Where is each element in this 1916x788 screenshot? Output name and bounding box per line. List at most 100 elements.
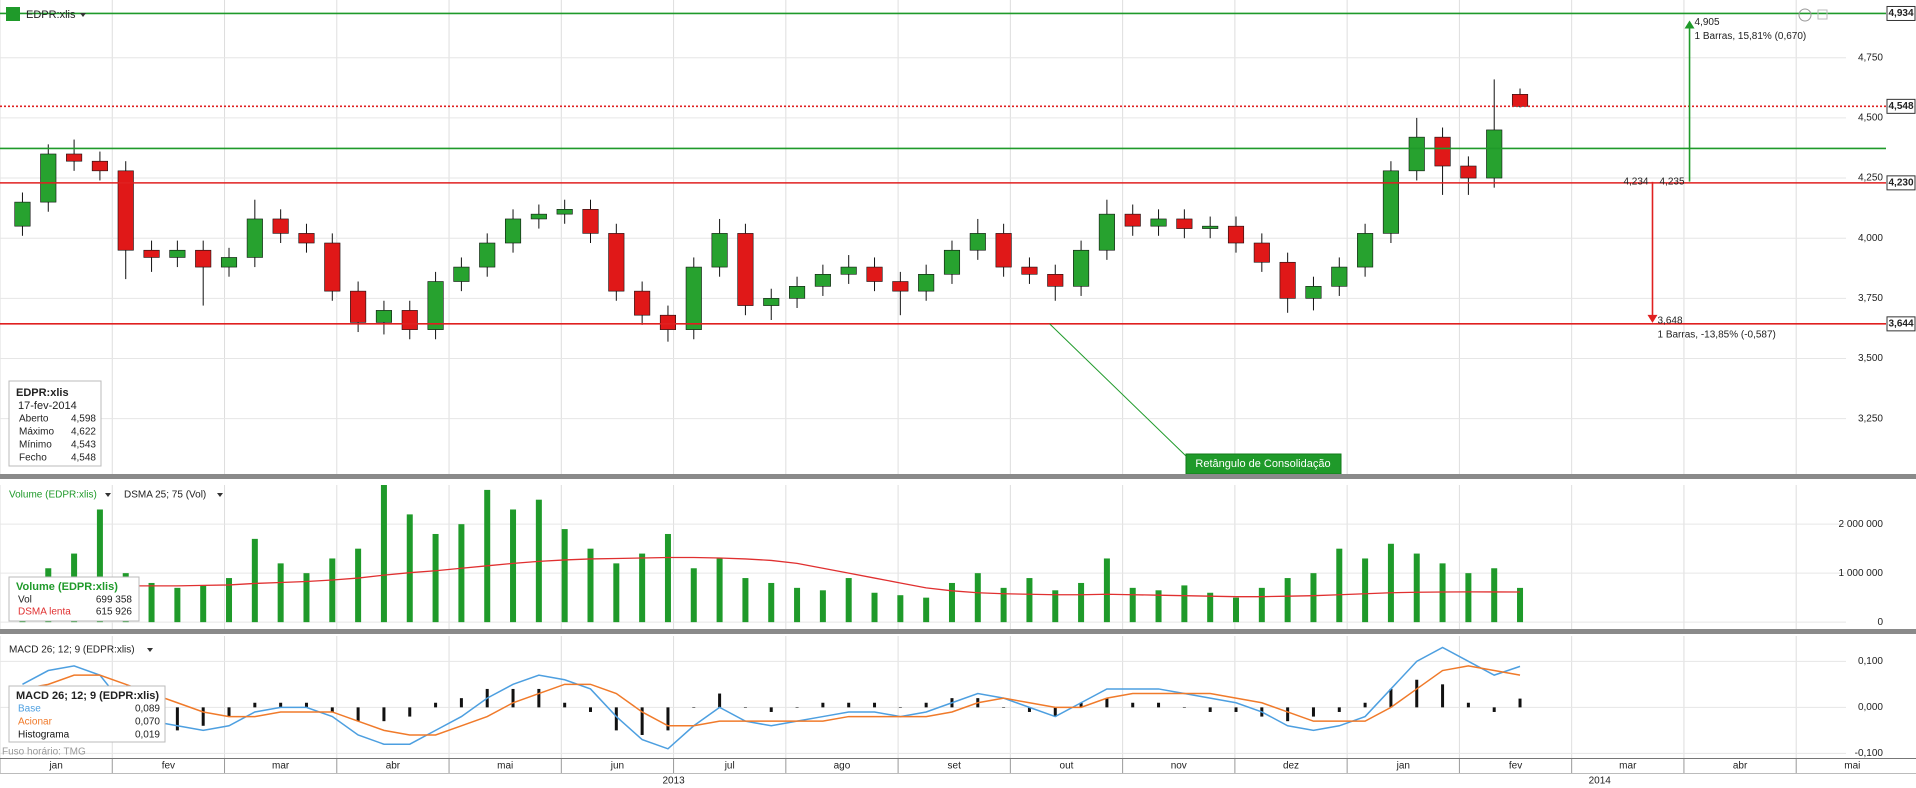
macd-header[interactable]: MACD 26; 12; 9 (EDPR:xlis) xyxy=(9,645,135,656)
candle-body xyxy=(1486,129,1503,179)
x-tick-label: jan xyxy=(48,761,62,772)
candle-body xyxy=(1434,136,1451,167)
candle-body xyxy=(1331,266,1348,287)
macd-legend-title: MACD 26; 12; 9 (EDPR:xlis) xyxy=(16,690,159,702)
histogram-bar xyxy=(666,707,670,731)
panel-separator[interactable] xyxy=(0,474,1916,479)
candle-body xyxy=(634,290,651,316)
candle-body xyxy=(40,153,57,203)
panel-separator[interactable] xyxy=(0,629,1916,634)
measure-origin: 4,235 xyxy=(1660,176,1685,187)
volume-bar xyxy=(1413,553,1420,623)
legend-value: 0,019 xyxy=(135,730,160,741)
level-label-box xyxy=(1886,5,1916,21)
panel-icon[interactable] xyxy=(1817,9,1828,20)
dropdown-arrow[interactable] xyxy=(80,13,86,17)
dropdown-arrow[interactable] xyxy=(217,493,223,497)
legend-label: Base xyxy=(18,704,41,715)
candle-body xyxy=(143,249,160,258)
legend-label: Acionar xyxy=(18,717,53,728)
measure-origin: 4,234 xyxy=(1623,177,1648,188)
callout-leader xyxy=(1049,323,1187,457)
histogram-bar xyxy=(537,688,541,708)
level-label-box xyxy=(1886,175,1916,191)
volume-bar xyxy=(768,582,775,623)
x-tick-label: jul xyxy=(724,761,735,772)
x-tick-label: mar xyxy=(272,761,290,772)
candle-body xyxy=(1382,170,1399,234)
volume-bar xyxy=(303,573,310,623)
candle-body xyxy=(763,298,780,306)
dropdown-arrow[interactable] xyxy=(105,493,111,497)
dropdown-arrow[interactable] xyxy=(147,648,153,652)
info-value: 4,543 xyxy=(71,440,96,451)
arrow-head xyxy=(1647,314,1658,323)
candle-body xyxy=(1511,94,1529,107)
info-value: 4,598 xyxy=(71,414,96,425)
info-value: 4,548 xyxy=(71,453,96,464)
volume-bar xyxy=(613,563,620,623)
ticker-title[interactable]: EDPR:xlis xyxy=(26,9,76,21)
histogram-bar xyxy=(1441,684,1445,708)
y-tick-label: 3,750 xyxy=(1858,293,1883,304)
volume-bar xyxy=(1181,585,1188,623)
candle-body xyxy=(1305,286,1322,299)
candle-body xyxy=(1357,233,1374,268)
level-label: 4,230 xyxy=(1888,178,1913,189)
histogram-bar xyxy=(873,702,877,708)
candle-body xyxy=(453,266,470,282)
timezone: Fuso horário: TMG xyxy=(2,747,86,758)
dsma-line xyxy=(22,556,1521,598)
histogram-bar xyxy=(1131,702,1135,708)
y-tick-label: 4,000 xyxy=(1858,233,1883,244)
histogram-bar xyxy=(434,702,438,708)
candle-body xyxy=(1150,218,1167,227)
candle-body xyxy=(840,266,857,275)
volume-bar xyxy=(948,582,955,623)
candle-body xyxy=(14,201,31,227)
volume-bar xyxy=(1517,587,1524,623)
histogram-bar xyxy=(1311,707,1315,717)
histogram-bar xyxy=(1389,688,1393,708)
ticker-icon[interactable] xyxy=(6,7,20,21)
volume-bar xyxy=(510,509,517,623)
callout-text: Retângulo de Consolidação xyxy=(1195,458,1330,470)
candle-body xyxy=(659,314,677,330)
y-tick-label: 4,250 xyxy=(1858,173,1883,184)
volume-bar xyxy=(1284,578,1291,623)
volume-bar xyxy=(819,590,826,623)
histogram-bar xyxy=(1105,698,1109,708)
volume-bar xyxy=(1233,597,1240,623)
candle-body xyxy=(272,218,289,234)
candle-body xyxy=(737,233,754,306)
volume-header[interactable]: Volume (EDPR:xlis) xyxy=(9,490,97,501)
candle-body xyxy=(1279,261,1296,299)
volume-bar xyxy=(1491,568,1498,623)
volume-bar xyxy=(587,548,594,623)
volume-bar xyxy=(1129,587,1136,623)
candle-body xyxy=(943,249,961,275)
clock-icon[interactable] xyxy=(1798,8,1812,22)
histogram-bar xyxy=(692,707,696,708)
level-label: 4,548 xyxy=(1888,101,1913,112)
candle-body xyxy=(556,209,573,215)
volume-bar xyxy=(1387,543,1394,623)
histogram-bar xyxy=(459,698,463,708)
x-tick-label: mar xyxy=(1619,761,1637,772)
histogram-bar xyxy=(924,702,928,708)
macd-line xyxy=(22,646,1521,750)
volume-bar xyxy=(716,558,723,623)
volume-bar xyxy=(1310,573,1317,623)
info-value: 4,622 xyxy=(71,427,96,438)
candle-body xyxy=(1227,225,1245,244)
volume-bar xyxy=(1362,558,1369,623)
volume-bar xyxy=(458,524,465,623)
measure-target: 4,905 xyxy=(1695,17,1720,28)
indicator-header[interactable]: DSMA 25; 75 (Vol) xyxy=(124,490,206,501)
histogram-bar xyxy=(330,707,334,712)
volume-bar xyxy=(484,489,491,623)
info-label: Fecho xyxy=(19,453,47,464)
histogram-bar xyxy=(175,707,179,731)
histogram-bar xyxy=(1286,707,1290,722)
